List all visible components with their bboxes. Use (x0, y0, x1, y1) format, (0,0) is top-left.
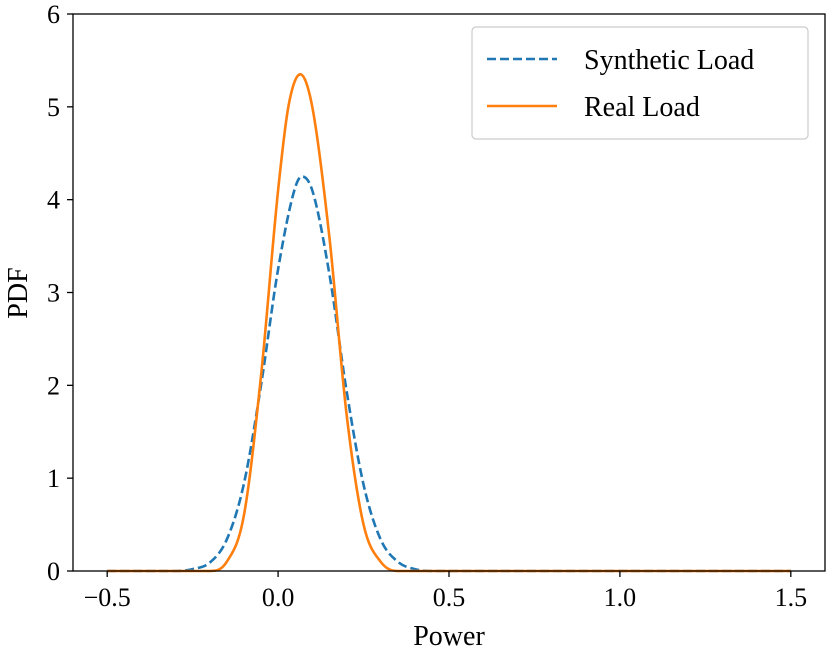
legend-label-synthetic-load: Synthetic Load (584, 45, 754, 76)
x-tick-label: 1.0 (604, 583, 637, 612)
y-tick-label: 4 (47, 186, 60, 215)
legend: Synthetic Load Real Load (471, 26, 809, 140)
y-axis-label: PDF (3, 267, 34, 318)
legend-box (471, 26, 809, 140)
x-tick-label: 0.5 (433, 583, 466, 612)
x-axis: −0.5 0.0 0.5 1.0 1.5 (84, 571, 807, 612)
y-tick-label: 3 (47, 279, 60, 308)
y-tick-label: 6 (47, 0, 60, 29)
y-axis: 0 1 2 3 4 5 6 (47, 0, 73, 586)
x-tick-label: −0.5 (84, 583, 131, 612)
x-tick-label: 0.0 (262, 583, 295, 612)
y-tick-label: 5 (47, 93, 60, 122)
x-axis-label: Power (413, 621, 485, 651)
y-tick-label: 0 (47, 557, 60, 586)
y-tick-label: 1 (47, 464, 60, 493)
legend-label-real-load: Real Load (584, 92, 700, 123)
x-tick-label: 1.5 (775, 583, 808, 612)
y-tick-label: 2 (47, 371, 60, 400)
